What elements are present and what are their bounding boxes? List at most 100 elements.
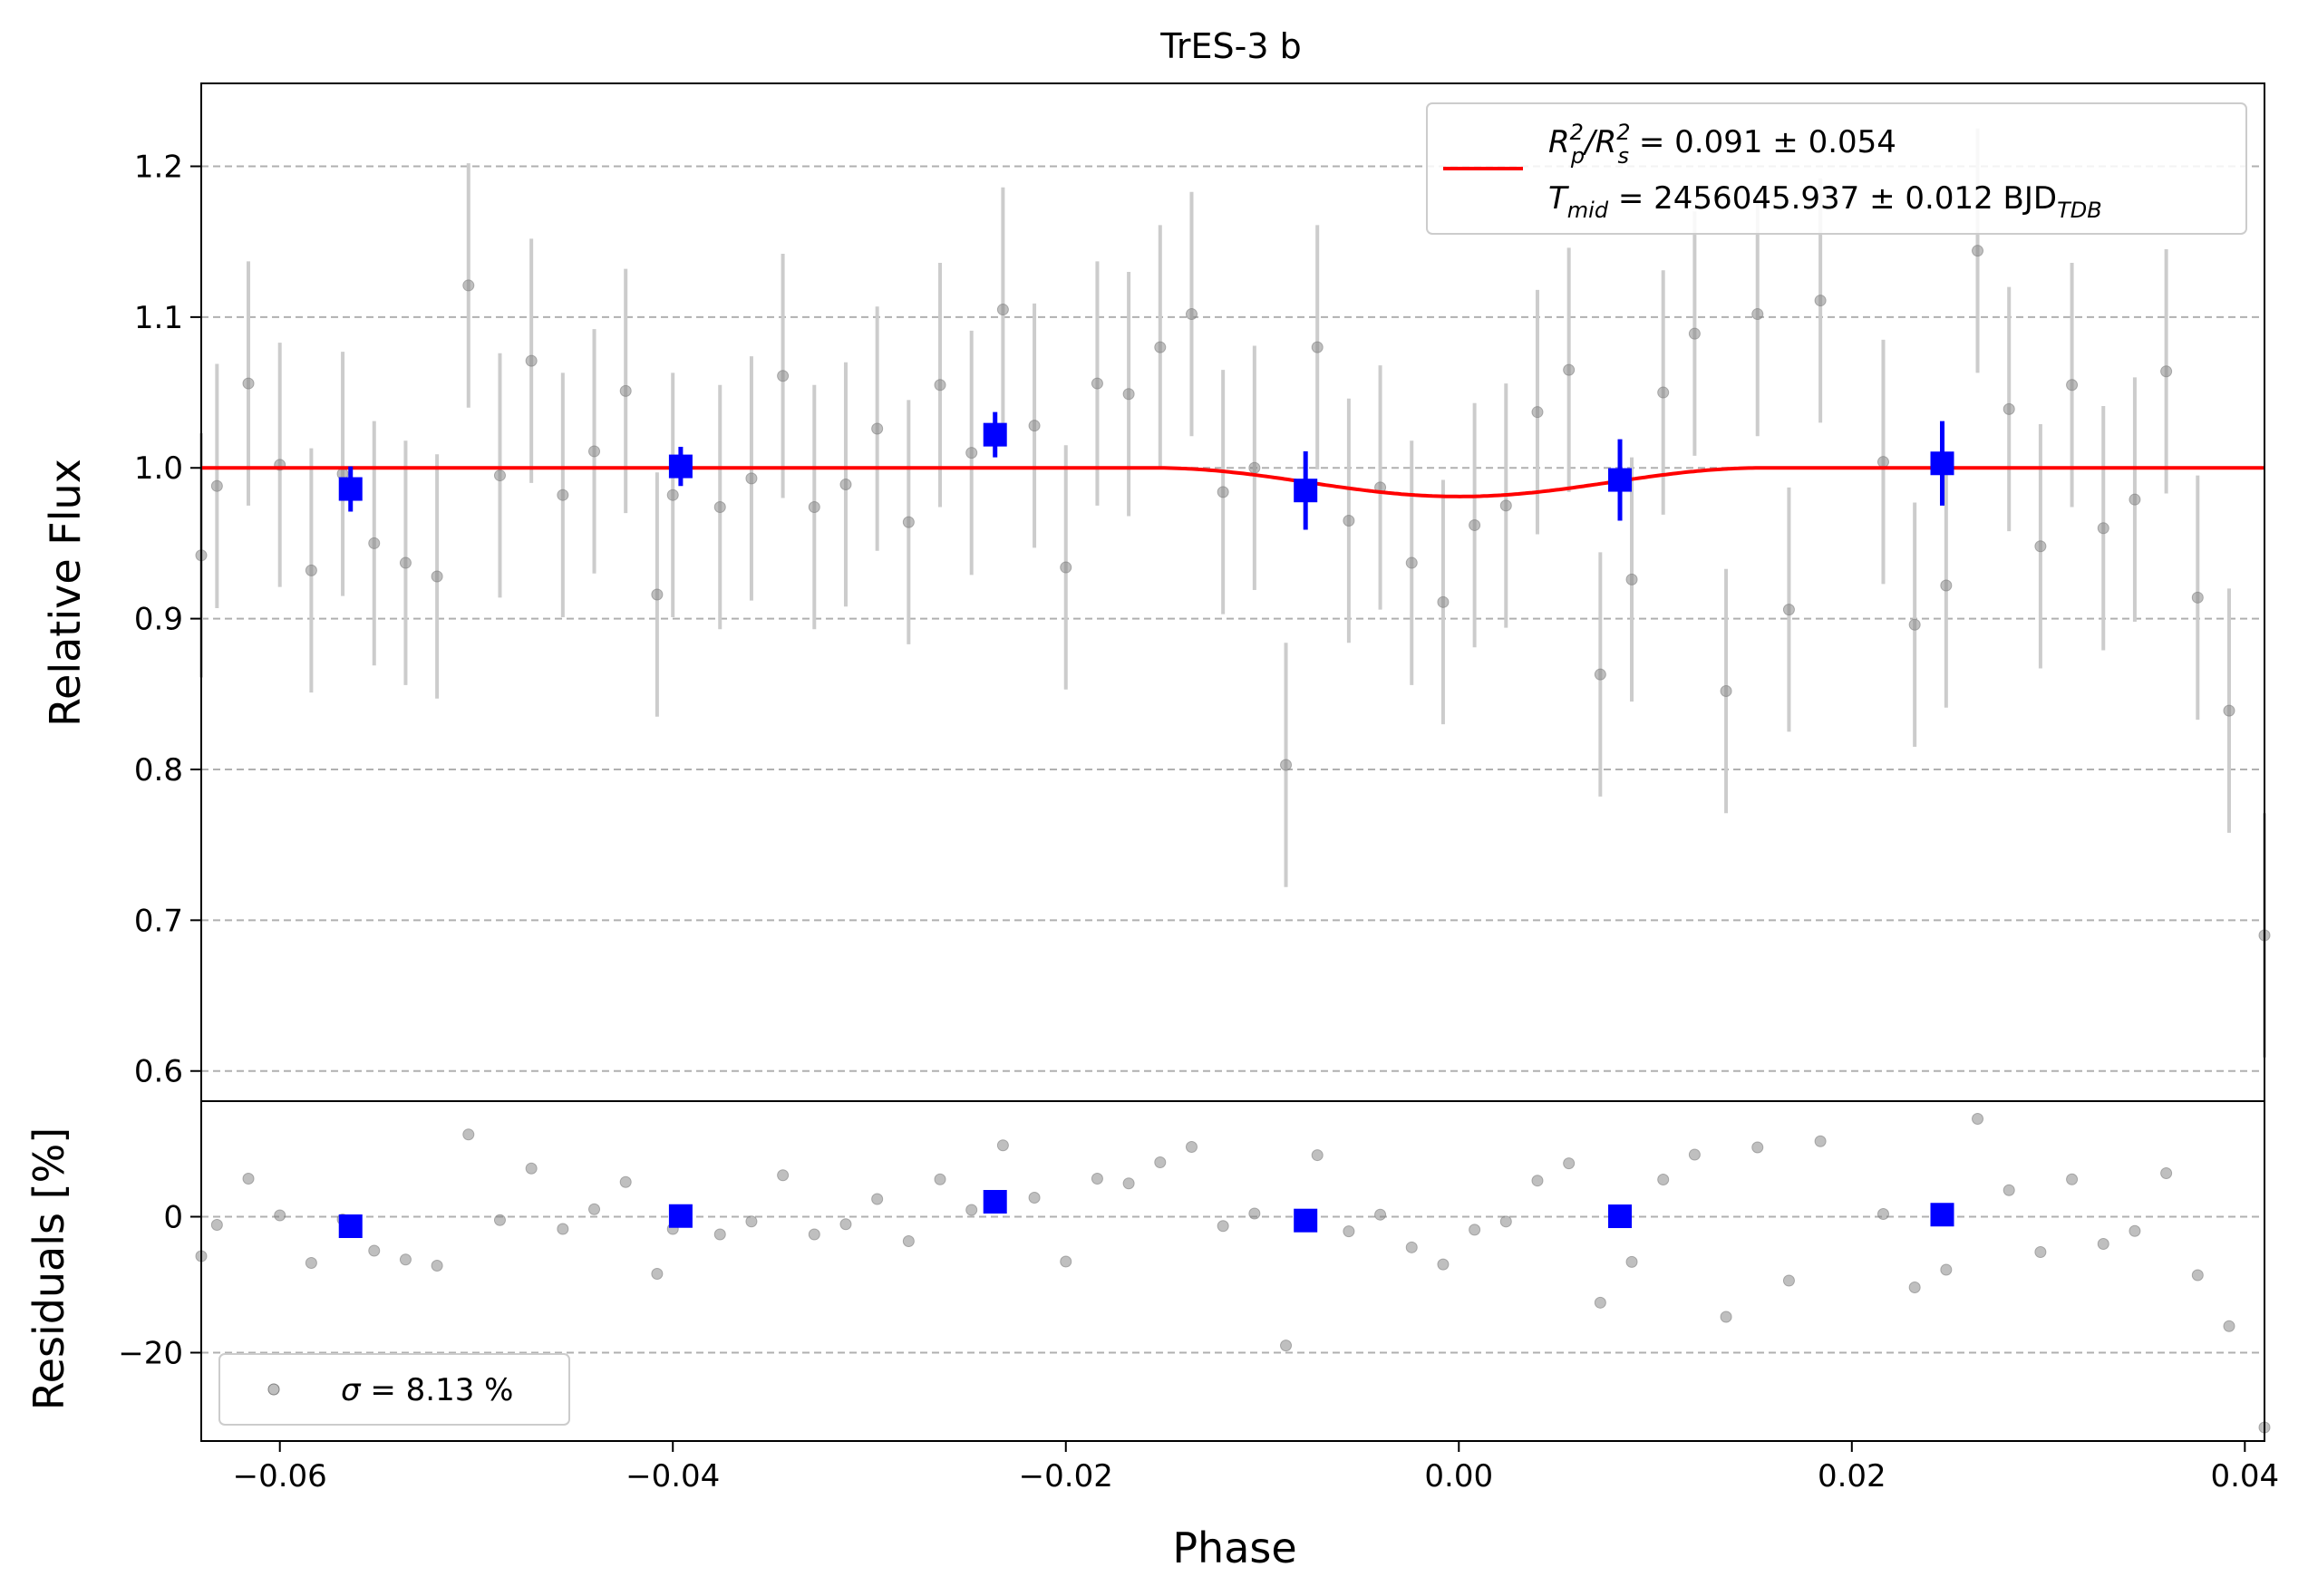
residual-point <box>2097 1238 2109 1250</box>
flux-y-tick-label: 0.8 <box>134 752 183 788</box>
residual-point <box>1343 1225 1355 1238</box>
flux-point <box>1688 327 1701 340</box>
residual-point <box>651 1268 664 1280</box>
flux-point <box>1876 456 1889 469</box>
flux-point <box>1028 420 1041 432</box>
flux-point <box>1091 377 1103 390</box>
residual-point <box>839 1218 852 1231</box>
residual-point <box>1374 1208 1387 1221</box>
residuals-y-tick-label: 0 <box>163 1200 183 1236</box>
flux-legend: R2 p/R2 s = 0.091 ± 0.054 Tmid = 2456045.9… <box>1426 102 2247 235</box>
flux-point <box>2003 402 2015 415</box>
residual-point <box>777 1169 790 1182</box>
flux-point <box>1405 556 1418 569</box>
flux-y-tick-label: 0.7 <box>134 903 183 939</box>
x-tick-label: −0.06 <box>233 1458 327 1494</box>
residual-point <box>2066 1173 2079 1185</box>
flux-point <box>1499 499 1512 512</box>
flux-point <box>871 422 884 435</box>
residual-point <box>1531 1175 1544 1187</box>
flux-point <box>1248 461 1261 474</box>
residual-point <box>996 1139 1009 1152</box>
x-tick-label: 0.02 <box>1818 1458 1886 1494</box>
flux-point <box>2066 379 2079 392</box>
residual-binned-point <box>668 1204 693 1228</box>
flux-binned-point <box>338 477 363 501</box>
residual-point <box>1405 1241 1418 1253</box>
residual-point <box>1437 1258 1450 1271</box>
x-tick-label: −0.04 <box>625 1458 720 1494</box>
residuals-panel-frame <box>200 1100 2265 1442</box>
flux-point <box>1311 341 1324 353</box>
flux-point <box>1060 561 1072 574</box>
residuals-legend-box <box>218 1353 570 1426</box>
residual-point <box>1594 1296 1606 1309</box>
residual-point <box>2160 1167 2173 1179</box>
residual-point <box>431 1260 443 1272</box>
residual-point <box>2223 1320 2235 1332</box>
residual-point <box>1972 1113 1984 1125</box>
residual-point <box>1122 1177 1135 1190</box>
flux-y-ticks: 0.6 0.7 0.8 0.9 1.0 1.1 1.2 <box>134 150 201 1090</box>
residual-point <box>557 1223 569 1235</box>
residual-point <box>871 1193 884 1205</box>
flux-point <box>651 588 664 601</box>
flux-point <box>2129 493 2141 506</box>
legend-sigma-label: σ = 8.13 % <box>341 1372 513 1408</box>
residual-point <box>274 1209 286 1222</box>
residual-point <box>1280 1340 1293 1352</box>
flux-point <box>1563 363 1576 376</box>
flux-point <box>210 479 223 492</box>
legend-rp-rs-label: R2 p/R2 s = 0.091 ± 0.054 <box>1548 120 1896 169</box>
residual-point <box>1060 1255 1072 1268</box>
flux-point <box>745 472 758 485</box>
residual-point <box>1311 1149 1324 1162</box>
flux-gridlines <box>201 165 2264 1072</box>
residual-point <box>493 1214 506 1226</box>
residual-point <box>462 1128 475 1141</box>
residual-binned-point <box>1608 1204 1633 1229</box>
residual-point <box>1876 1208 1889 1220</box>
flux-binned-points <box>338 411 1954 530</box>
residual-point <box>525 1162 538 1175</box>
x-axis-title: Phase <box>1172 1523 1296 1572</box>
flux-y-tick-label: 1.0 <box>134 450 183 487</box>
flux-point <box>965 447 978 459</box>
flux-panel: 0.6 0.7 0.8 0.9 1.0 1.1 1.2 Relative Flux R2 p/… <box>41 82 2271 1102</box>
residual-point <box>2191 1269 2204 1282</box>
flux-point <box>1814 295 1827 307</box>
residual-point <box>965 1204 978 1216</box>
flux-point <box>2191 591 2204 604</box>
flux-point <box>1122 388 1135 401</box>
residuals-panel: −20 0 Residuals [%] −0.06 −0.04 −0.02 0.00 0.… <box>24 1100 2279 1572</box>
flux-point <box>996 304 1009 316</box>
residuals-points <box>195 1113 2271 1434</box>
residuals-y-ticks: −20 0 <box>118 1200 201 1372</box>
flux-point <box>808 501 820 514</box>
residuals-y-tick-label: −20 <box>118 1336 183 1372</box>
flux-binned-point <box>1930 451 1954 476</box>
flux-point <box>1437 595 1450 608</box>
flux-point <box>2223 704 2235 717</box>
flux-point <box>902 516 915 528</box>
flux-point <box>1782 604 1795 616</box>
flux-point <box>1751 308 1764 321</box>
residuals-legend: σ = 8.13 % <box>218 1353 570 1426</box>
residual-point <box>1751 1141 1764 1154</box>
flux-point <box>493 469 506 482</box>
residual-point <box>588 1203 601 1215</box>
residual-point <box>1814 1135 1827 1147</box>
residual-point <box>1940 1263 1953 1276</box>
residual-point <box>808 1228 820 1241</box>
residual-point <box>934 1173 946 1185</box>
residual-point <box>1154 1156 1167 1168</box>
flux-errorbars <box>199 128 2266 1058</box>
flux-point <box>1280 759 1293 771</box>
flux-point <box>934 379 946 392</box>
flux-point <box>399 556 412 569</box>
flux-point <box>1154 341 1167 353</box>
flux-y-tick-label: 1.2 <box>134 150 183 186</box>
residual-binned-point <box>338 1214 363 1238</box>
residual-point <box>1499 1215 1512 1228</box>
residual-binned-point <box>1294 1208 1318 1233</box>
